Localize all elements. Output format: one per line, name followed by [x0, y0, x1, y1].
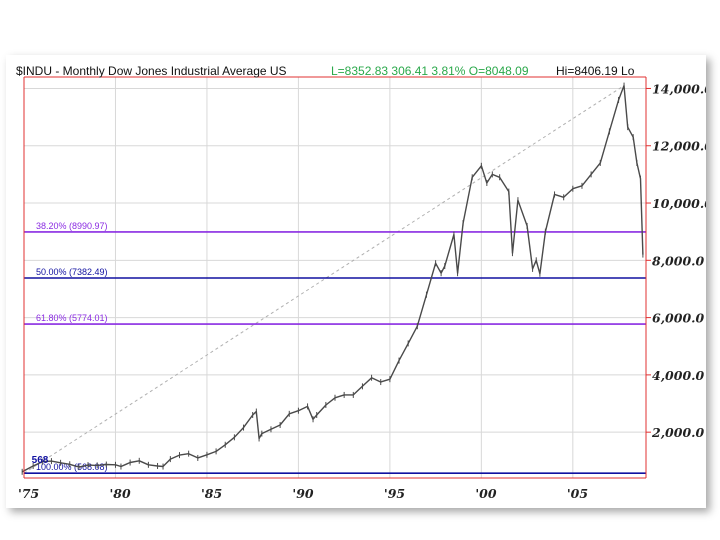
y-tick-label: 6,000.0 — [652, 311, 704, 326]
x-tick-label: '95 — [384, 486, 405, 501]
fib-level-label: 38.20% (8990.97) — [36, 221, 108, 231]
y-tick-label: 12,000.0 — [652, 139, 706, 154]
y-tick-label: 4,000.0 — [652, 368, 704, 383]
tick-labels: '75 '80 '85 '90 '95 '00 '05 2,000.0 4,000.0 6,000… — [18, 81, 706, 501]
chart-frame: 38.20% (8990.97) 50.00% (7382.49) 61.80% (… — [6, 55, 706, 508]
axes — [23, 76, 651, 479]
trend-line — [23, 85, 625, 474]
y-tick-label: 8,000.0 — [652, 253, 704, 268]
y-tick-label: 14,000.0 — [652, 81, 706, 96]
price-series — [21, 82, 644, 475]
symbol-title: $INDU - Monthly Dow Jones Industrial Ave… — [16, 64, 287, 78]
fib-retracement-levels: 38.20% (8990.97) 50.00% (7382.49) 61.80% (… — [24, 221, 646, 474]
y-tick-label: 2,000.0 — [651, 425, 704, 440]
x-tick-label: '75 — [18, 486, 39, 501]
price-chart: 38.20% (8990.97) 50.00% (7382.49) 61.80% (… — [16, 64, 706, 501]
dotted-trend-line — [23, 85, 625, 474]
x-tick-label: '80 — [109, 486, 131, 501]
dow-price-line — [21, 84, 644, 473]
fib-level-label: 50.00% (7382.49) — [36, 267, 108, 277]
x-tick-label: '00 — [475, 486, 497, 501]
x-tick-label: '85 — [201, 486, 222, 501]
fib-level-label: 100.00% (568.08) — [36, 462, 108, 472]
low-annotation: 568 — [32, 455, 49, 466]
x-tick-label: '90 — [292, 486, 314, 501]
quote-readout: L=8352.83 306.41 3.81% O=8048.09 — [331, 64, 529, 78]
high-low-readout: Hi=8406.19 Lo — [556, 64, 635, 78]
x-tick-label: '05 — [567, 486, 588, 501]
fib-level-label: 61.80% (5774.01) — [36, 313, 108, 323]
y-tick-label: 10,000.0 — [652, 196, 706, 211]
